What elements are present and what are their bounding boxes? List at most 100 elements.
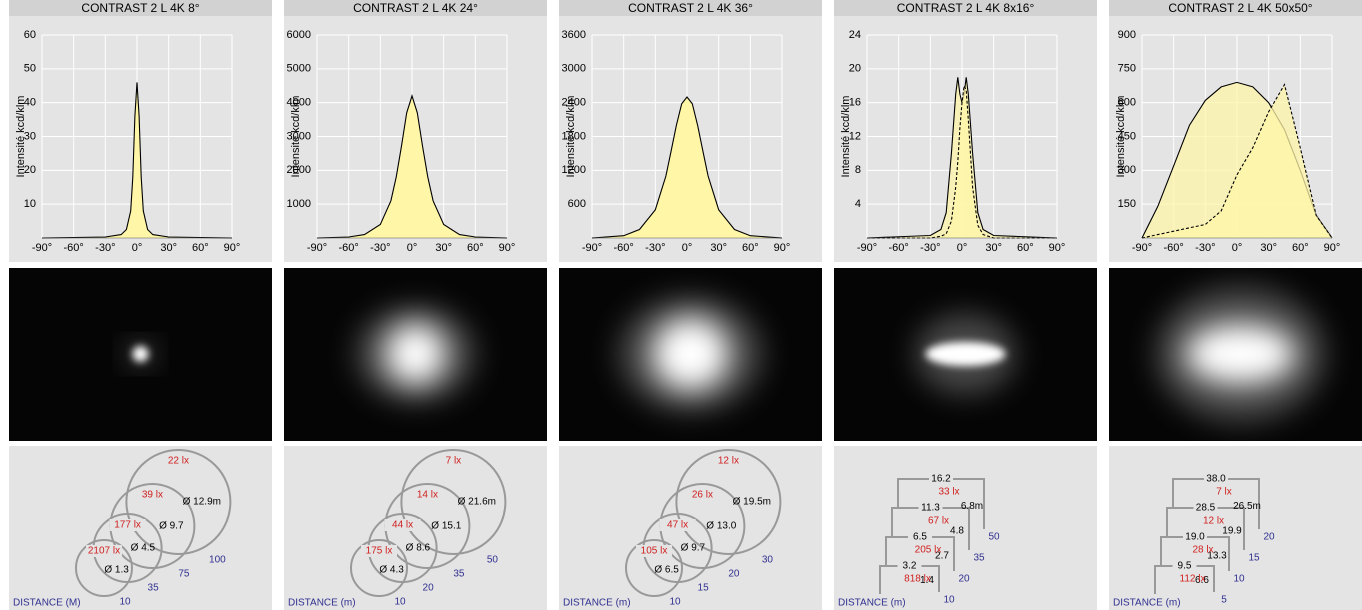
title-bar: [9, 0, 272, 16]
diameter-label: Ø 8.6: [406, 543, 431, 554]
lux-label: 12 lx: [718, 456, 739, 467]
label-bg: [86, 545, 122, 557]
label-bg: [897, 560, 922, 572]
lux-label: 177 lx: [114, 520, 141, 531]
x-tick-label: 30°: [160, 242, 177, 254]
lux-label: 14 lx: [417, 490, 438, 501]
lux-label: 22 lx: [168, 456, 189, 467]
label-bg: [659, 519, 696, 531]
beam-circle: [125, 449, 232, 555]
x-tick-label: 0°: [407, 242, 418, 254]
y-tick-label: 20: [849, 63, 861, 75]
y-tick-label: 4: [855, 198, 861, 210]
y-tick-label: 60: [24, 29, 36, 41]
curve-area: [1142, 84, 1332, 238]
x-tick-label: -60°: [614, 242, 634, 254]
distance-label: DISTANCE (m): [838, 598, 906, 609]
distance-label: DISTANCE (M): [13, 598, 81, 609]
y-tick-label: 3000: [562, 63, 586, 75]
chart-title: CONTRAST 2 L 4K 8°: [81, 1, 199, 15]
diameter-label: Ø 6.5: [654, 565, 679, 576]
distance-value: 100: [209, 555, 226, 566]
height-label: 6.8m: [961, 501, 983, 512]
lux-label: 2107 lx: [88, 546, 120, 557]
width-label: 19.0: [1185, 532, 1205, 543]
curve-line: [316, 94, 508, 239]
label-bg: [1193, 502, 1218, 514]
x-tick-label: 0°: [682, 242, 693, 254]
diameter-label: Ø 4.3: [379, 565, 404, 576]
lux-label: 112 lx: [1180, 574, 1206, 585]
x-tick-label: -90°: [307, 242, 327, 254]
curve-line: [867, 83, 1057, 239]
distance-value: 35: [453, 569, 465, 580]
y-tick-label: 3000: [287, 130, 311, 142]
y-axis-label: Intensité kcd/klm: [840, 96, 852, 178]
diameter-label: Ø 12.9m: [183, 497, 221, 508]
distance-value: 20: [423, 583, 435, 594]
height-label: 6.6: [1195, 575, 1209, 586]
height-label: 1.4: [920, 575, 934, 586]
distance-value: 20: [728, 569, 740, 580]
y-axis-label: Intensité kcd/klm: [565, 96, 577, 178]
distance-value: 50: [487, 555, 499, 566]
x-tick-label: 30°: [1260, 242, 1277, 254]
title-bar: [284, 0, 547, 16]
distance-value: 10: [119, 597, 131, 608]
lux-label: 33 lx: [938, 487, 959, 498]
width-label: 6.5: [913, 532, 927, 543]
x-tick-label: -30°: [645, 242, 665, 254]
height-label: 19.9: [1222, 526, 1242, 537]
title-bar: [559, 0, 822, 16]
curve-line: [1141, 83, 1333, 239]
x-tick-label: -60°: [1164, 242, 1184, 254]
curve-line: [591, 96, 783, 239]
y-tick-label: 6000: [287, 29, 311, 41]
y-tick-label: 2000: [287, 164, 311, 176]
label-bg: [384, 519, 421, 531]
label-bg: [684, 489, 721, 501]
x-tick-label: 30°: [710, 242, 727, 254]
y-tick-label: 4000: [287, 97, 311, 109]
y-tick-label: 1000: [287, 198, 311, 210]
y-tick-label: 2400: [562, 97, 586, 109]
x-tick-label: -30°: [1195, 242, 1215, 254]
distance-value: 20: [1263, 532, 1275, 543]
y-tick-label: 10: [24, 198, 36, 210]
diagram-panel: [834, 446, 1097, 610]
width-label: 38.0: [1206, 474, 1226, 485]
y-tick-label: 5000: [287, 63, 311, 75]
curve-area: [42, 82, 232, 239]
x-tick-label: -60°: [64, 242, 84, 254]
beam-circle: [675, 449, 782, 555]
chart-title: CONTRAST 2 L 4K 50x50°: [1168, 1, 1312, 15]
distance-value: 75: [178, 569, 190, 580]
label-bg: [1172, 560, 1197, 572]
label-bg: [636, 545, 672, 557]
distance-value: 20: [958, 574, 970, 585]
title-bar: [834, 0, 1097, 16]
x-tick-label: 90°: [774, 242, 791, 254]
x-tick-label: 90°: [499, 242, 516, 254]
x-tick-label: 30°: [985, 242, 1002, 254]
title-bar: [1109, 0, 1362, 16]
x-tick-label: 30°: [435, 242, 452, 254]
label-bg: [1183, 531, 1207, 543]
width-label: 16.2: [931, 474, 951, 485]
distance-label: DISTANCE (m): [288, 598, 356, 609]
beam-core: [385, 324, 446, 384]
y-axis-label: Intensité kcd/klm: [1115, 96, 1127, 178]
y-tick-label: 150: [1118, 198, 1136, 210]
label-bg: [435, 455, 472, 467]
lux-label: 7 lx: [1216, 487, 1232, 498]
beam-core: [132, 346, 149, 362]
y-tick-label: 600: [1118, 97, 1136, 109]
diameter-label: Ø 19.5m: [733, 497, 771, 508]
x-tick-label: -60°: [339, 242, 359, 254]
y-tick-label: 8: [855, 164, 861, 176]
diameter-label: Ø 9.7: [681, 543, 706, 554]
distance-value: 30: [762, 555, 774, 566]
x-tick-label: 90°: [1049, 242, 1066, 254]
x-tick-label: -90°: [1132, 242, 1152, 254]
